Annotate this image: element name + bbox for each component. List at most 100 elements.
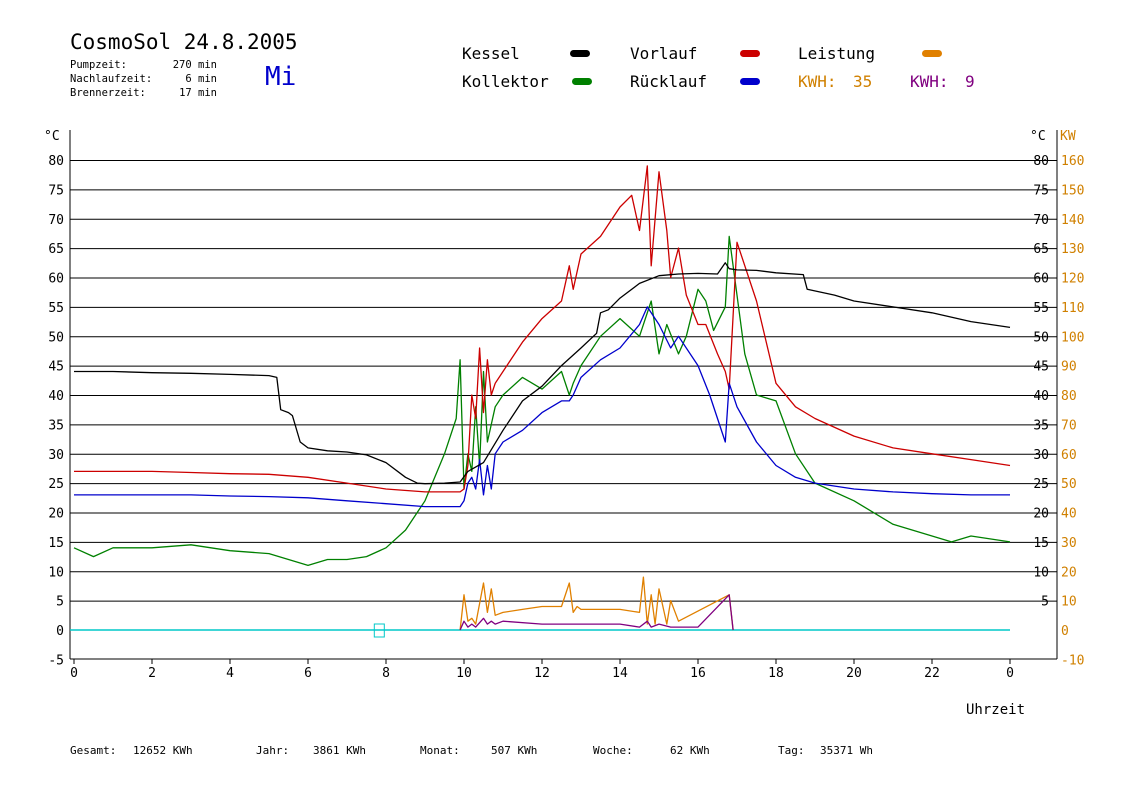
x-tick-label: 10 (456, 666, 472, 681)
y-tick-label-right-temp: 55 (1033, 301, 1049, 316)
y-tick-label-right-temp: 65 (1033, 242, 1049, 257)
y-tick-label-right-power: -10 (1061, 653, 1084, 668)
legend-leistung-label: Leistung (798, 44, 876, 63)
y-tick-label-left: 25 (48, 477, 64, 492)
jahr-label: Jahr: (256, 744, 290, 757)
y-tick-label-right-temp: 5 (1041, 595, 1049, 610)
brennerzeit-value: 17 min (179, 87, 217, 99)
kwh-leistung-value: 35 (853, 72, 873, 91)
x-tick-label: 12 (534, 666, 550, 681)
y-tick-label-right-temp: 25 (1033, 477, 1049, 492)
legend-leistung-swatch (922, 50, 942, 57)
y-tick-label-right-power: 140 (1061, 213, 1084, 228)
legend-kollektor-label: Kollektor (462, 72, 549, 91)
series-line-vorlauf (74, 165, 1011, 493)
y-axis-unit-right-power: KW (1060, 129, 1076, 144)
y-tick-label-right-temp: 60 (1033, 272, 1049, 287)
x-tick-label: 20 (846, 666, 862, 681)
y-tick-label-left: 50 (48, 330, 64, 345)
y-tick-label-left: 65 (48, 242, 64, 257)
x-tick-label: 22 (924, 666, 940, 681)
y-axis-unit-left: °C (44, 129, 60, 144)
tag-value: 35371 Wh (820, 744, 873, 757)
y-tick-label-right-temp: 50 (1033, 330, 1049, 345)
y-tick-label-right-power: 10 (1061, 595, 1077, 610)
y-tick-label-right-power: 90 (1061, 360, 1077, 375)
y-tick-label-right-power: 150 (1061, 183, 1084, 198)
legend-vorlauf-swatch (740, 50, 760, 57)
gesamt-label: Gesamt: (70, 744, 117, 757)
y-tick-label-left: -5 (48, 653, 64, 668)
chart-title: CosmoSol 24.8.2005 (70, 30, 298, 54)
y-tick-label-right-temp: 35 (1033, 418, 1049, 433)
kwh-leistung-label: KWH: (798, 72, 837, 91)
brennerzeit-label: Brennerzeit: (70, 87, 146, 99)
x-tick-label: 0 (70, 666, 78, 681)
y-tick-label-right-power: 60 (1061, 448, 1077, 463)
y-tick-label-right-temp: 80 (1033, 154, 1049, 169)
y-tick-label-right-temp: 15 (1033, 536, 1049, 551)
y-tick-label-right-power: 50 (1061, 477, 1077, 492)
series-line-leistung (459, 576, 734, 631)
legend-kollektor-swatch (572, 78, 592, 85)
y-tick-label-right-power: 130 (1061, 242, 1084, 257)
y-tick-label-right-temp: 70 (1033, 213, 1049, 228)
woche-label: Woche: (593, 744, 633, 757)
x-tick-label: 14 (612, 666, 628, 681)
y-tick-label-left: 10 (48, 565, 64, 580)
y-tick-label-right-temp: 30 (1033, 448, 1049, 463)
series-line-ruecklauf (74, 306, 1010, 508)
x-tick-label: 0 (1006, 666, 1014, 681)
y-tick-label-left: 0 (56, 624, 64, 639)
nachlaufzeit-value: 6 min (185, 73, 217, 85)
baseline-marker (373, 623, 385, 638)
x-tick-label: 16 (690, 666, 706, 681)
y-tick-label-left: 70 (48, 213, 64, 228)
kwh-secondary-label: KWH: (910, 72, 949, 91)
pumpzeit-value: 270 min (172, 59, 217, 71)
y-tick-label-right-power: 120 (1061, 272, 1084, 287)
y-tick-label-right-temp: 40 (1033, 389, 1049, 404)
tag-label: Tag: (778, 744, 805, 757)
nachlaufzeit-label: Nachlaufzeit: (70, 73, 153, 85)
jahr-value: 3861 KWh (313, 744, 366, 757)
y-tick-label-right-power: 80 (1061, 389, 1077, 404)
y-tick-label-right-temp: 20 (1033, 507, 1049, 522)
y-tick-label-right-power: 30 (1061, 536, 1077, 551)
x-tick-label: 4 (226, 666, 234, 681)
y-tick-label-right-power: 40 (1061, 507, 1077, 522)
monat-label: Monat: (420, 744, 460, 757)
y-tick-label-left: 80 (48, 154, 64, 169)
y-tick-label-left: 45 (48, 360, 64, 375)
x-tick-label: 8 (382, 666, 390, 681)
legend-ruecklauf-swatch (740, 78, 760, 85)
y-tick-label-right-temp: 10 (1033, 565, 1049, 580)
x-tick-label: 6 (304, 666, 312, 681)
y-tick-label-left: 75 (48, 183, 64, 198)
y-tick-label-right-power: 70 (1061, 418, 1077, 433)
x-tick-label: 18 (768, 666, 784, 681)
y-tick-label-left: 35 (48, 418, 64, 433)
y-tick-label-right-power: 160 (1061, 154, 1084, 169)
y-axis-unit-right-temp: °C (1030, 129, 1046, 144)
kwh-secondary-value: 9 (965, 72, 975, 91)
y-tick-label-right-power: 0 (1061, 624, 1069, 639)
y-tick-label-right-power: 20 (1061, 565, 1077, 580)
woche-value: 62 KWh (670, 744, 710, 757)
series-line-leistung2 (459, 594, 734, 631)
y-tick-label-left: 30 (48, 448, 64, 463)
y-tick-label-right-temp: 75 (1033, 183, 1049, 198)
monat-value: 507 KWh (491, 744, 538, 757)
y-tick-label-left: 55 (48, 301, 64, 316)
weekday-label: Mi (265, 62, 297, 92)
x-tick-label: 2 (148, 666, 156, 681)
legend-vorlauf-label: Vorlauf (630, 44, 698, 63)
x-axis-label: Uhrzeit (966, 702, 1026, 718)
y-tick-label-right-power: 110 (1061, 301, 1084, 316)
legend-kessel-swatch (570, 50, 590, 57)
legend-kessel-label: Kessel (462, 44, 520, 63)
y-tick-label-left: 40 (48, 389, 64, 404)
y-tick-label-left: 5 (56, 595, 64, 610)
y-tick-label-right-temp: 45 (1033, 360, 1049, 375)
